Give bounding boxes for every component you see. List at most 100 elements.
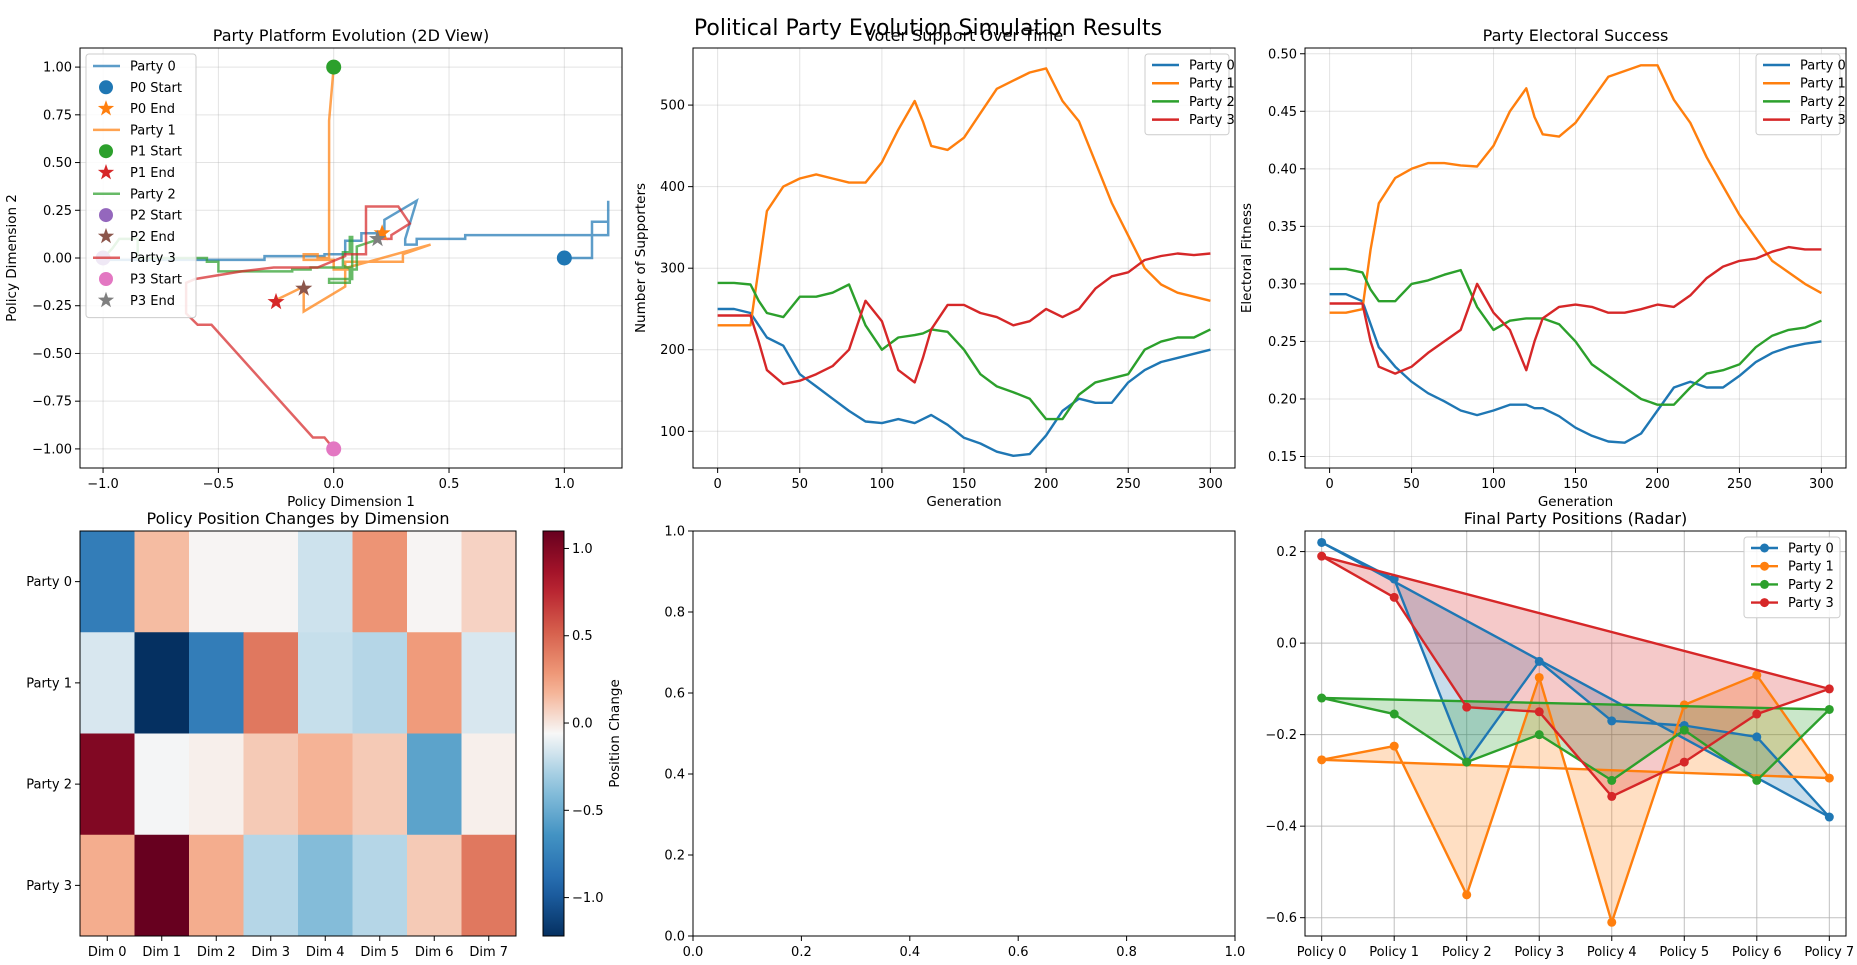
- legend-label: P2 End: [130, 230, 175, 245]
- x-tick-label: Policy 5: [1659, 945, 1709, 960]
- radar-point: [1752, 775, 1762, 785]
- y-tick-label: 0.2: [1276, 545, 1297, 560]
- heatmap-cell: [407, 733, 462, 836]
- y-tick-label: −0.50: [32, 347, 72, 362]
- heatmap-cell: [189, 632, 244, 734]
- y-axis-label: Number of Supporters: [633, 183, 649, 333]
- heatmap-cell: [298, 531, 353, 633]
- radar-point: [1389, 741, 1399, 751]
- y-tick-label: −0.75: [32, 395, 72, 410]
- radar-point: [1317, 755, 1327, 765]
- legend-marker-swatch: [1760, 598, 1769, 608]
- legend-label: Party 2: [1189, 95, 1235, 110]
- column-label: Dim 4: [306, 945, 345, 960]
- heatmap-cell: [243, 834, 299, 937]
- radar-point: [1824, 773, 1834, 783]
- x-tick-label: 300: [1809, 477, 1834, 492]
- x-tick-label: 150: [952, 477, 977, 492]
- series-line: [1329, 245, 1822, 375]
- heatmap-cell: [352, 834, 408, 937]
- y-tick-label: 0.25: [43, 204, 72, 219]
- electoral-success-panel: 0 50 100 150 200 250 300 0.15 0.20 0.25 0.30 0.35 0.…: [1239, 26, 1847, 510]
- row-label: Party 2: [26, 778, 72, 793]
- series-line: [717, 281, 1211, 421]
- legend-label: P3 Start: [130, 273, 182, 288]
- x-tick-label: 300: [1198, 477, 1223, 492]
- legend-label: P3 End: [130, 294, 175, 309]
- legend-marker-swatch: [1760, 543, 1769, 553]
- y-tick-label: 1.0: [664, 525, 685, 540]
- start-marker: [326, 441, 342, 457]
- final-positions-radar-panel: Policy 0 Policy 1 Policy 2 Policy 3 Policy 4…: [1265, 509, 1854, 960]
- y-tick-label: −0.2: [1265, 728, 1297, 743]
- platform-evolution-panel: −1.0 −0.5 0.0 0.5 1.0 −1.00 −0.75 −0.50 −0.25 0.0…: [4, 26, 623, 510]
- y-tick-label: 500: [660, 99, 685, 114]
- heatmap-cell: [461, 632, 517, 734]
- y-tick-label: 0.20: [1268, 392, 1297, 407]
- x-tick-label: Policy 3: [1514, 945, 1564, 960]
- heatmap-cell: [189, 733, 244, 836]
- legend-label: P0 Start: [130, 81, 182, 96]
- heatmap-cell: [407, 531, 462, 633]
- x-axis-label: Generation: [926, 494, 1001, 510]
- heatmap-cell: [407, 632, 462, 734]
- y-tick-label: 0.6: [664, 687, 685, 702]
- heatmap-cell: [243, 733, 299, 836]
- series-line: [1329, 267, 1822, 406]
- empty-panel: 0.0 0.2 0.4 0.6 0.8 1.0 0.0 0.2 0.4 0.6 0.8 1.0: [664, 525, 1245, 961]
- axes-frame: [1304, 530, 1847, 937]
- heatmap-cell: [80, 531, 135, 633]
- legend-marker-swatch: [99, 144, 113, 159]
- axes-title: Party Platform Evolution (2D View): [213, 26, 489, 45]
- y-tick-label: −0.6: [1265, 911, 1297, 926]
- radar-point: [1679, 757, 1689, 767]
- end-marker: [373, 224, 391, 241]
- x-tick-label: 0.5: [439, 477, 460, 492]
- x-tick-label: 50: [1403, 477, 1420, 492]
- start-marker: [556, 250, 572, 266]
- y-tick-label: 0.0: [1276, 637, 1297, 652]
- heatmap-cell: [352, 632, 408, 734]
- axes-frame: [1304, 47, 1847, 469]
- end-marker: [267, 292, 285, 310]
- radar-point: [1607, 791, 1617, 801]
- heatmap-cell: [80, 834, 135, 937]
- trajectory-line: [184, 205, 412, 450]
- radar-point: [1534, 672, 1544, 682]
- series-line: [717, 307, 1211, 457]
- column-label: Dim 0: [88, 945, 127, 960]
- column-label: Dim 7: [469, 945, 508, 960]
- radar-point: [1752, 732, 1762, 742]
- x-tick-label: 0: [1325, 477, 1333, 492]
- trajectory-line: [102, 235, 382, 285]
- y-tick-label: 0.4: [664, 768, 685, 783]
- colorbar-tick-label: 0.0: [572, 717, 593, 732]
- y-tick-label: 0.75: [43, 108, 72, 123]
- legend-label: Party 2: [130, 187, 176, 202]
- y-tick-label: −0.4: [1265, 820, 1297, 835]
- radar-point: [1534, 656, 1544, 666]
- axes-title: Policy Position Changes by Dimension: [147, 509, 450, 528]
- x-tick-label: Policy 1: [1369, 945, 1419, 960]
- legend-marker-swatch: [97, 164, 115, 180]
- x-tick-label: 0.0: [323, 477, 344, 492]
- legend-label: Party 3: [1800, 113, 1846, 128]
- legend-marker-swatch: [97, 227, 115, 244]
- legend-marker-swatch: [1760, 579, 1769, 589]
- x-tick-label: −1.0: [87, 477, 119, 492]
- radar-point: [1824, 704, 1834, 714]
- radar-point: [1317, 693, 1327, 703]
- radar-point: [1824, 684, 1834, 694]
- position-changes-heatmap-panel: Dim 0 Dim 1 Dim 2 Dim 3 Dim 4 Dim 5 Dim 6 Dim 7…: [26, 509, 623, 960]
- axes-frame: [692, 530, 1236, 937]
- x-tick-label: 0.8: [1116, 945, 1137, 960]
- y-tick-label: 0.50: [43, 156, 72, 171]
- column-label: Dim 5: [360, 945, 399, 960]
- heatmap-cell: [352, 531, 408, 633]
- axes-frame: [79, 530, 517, 937]
- x-tick-label: Policy 7: [1804, 945, 1854, 960]
- x-tick-label: 0: [713, 477, 721, 492]
- y-tick-label: 0.0: [664, 930, 685, 945]
- heatmap-cell: [134, 632, 190, 734]
- x-tick-label: 100: [869, 477, 894, 492]
